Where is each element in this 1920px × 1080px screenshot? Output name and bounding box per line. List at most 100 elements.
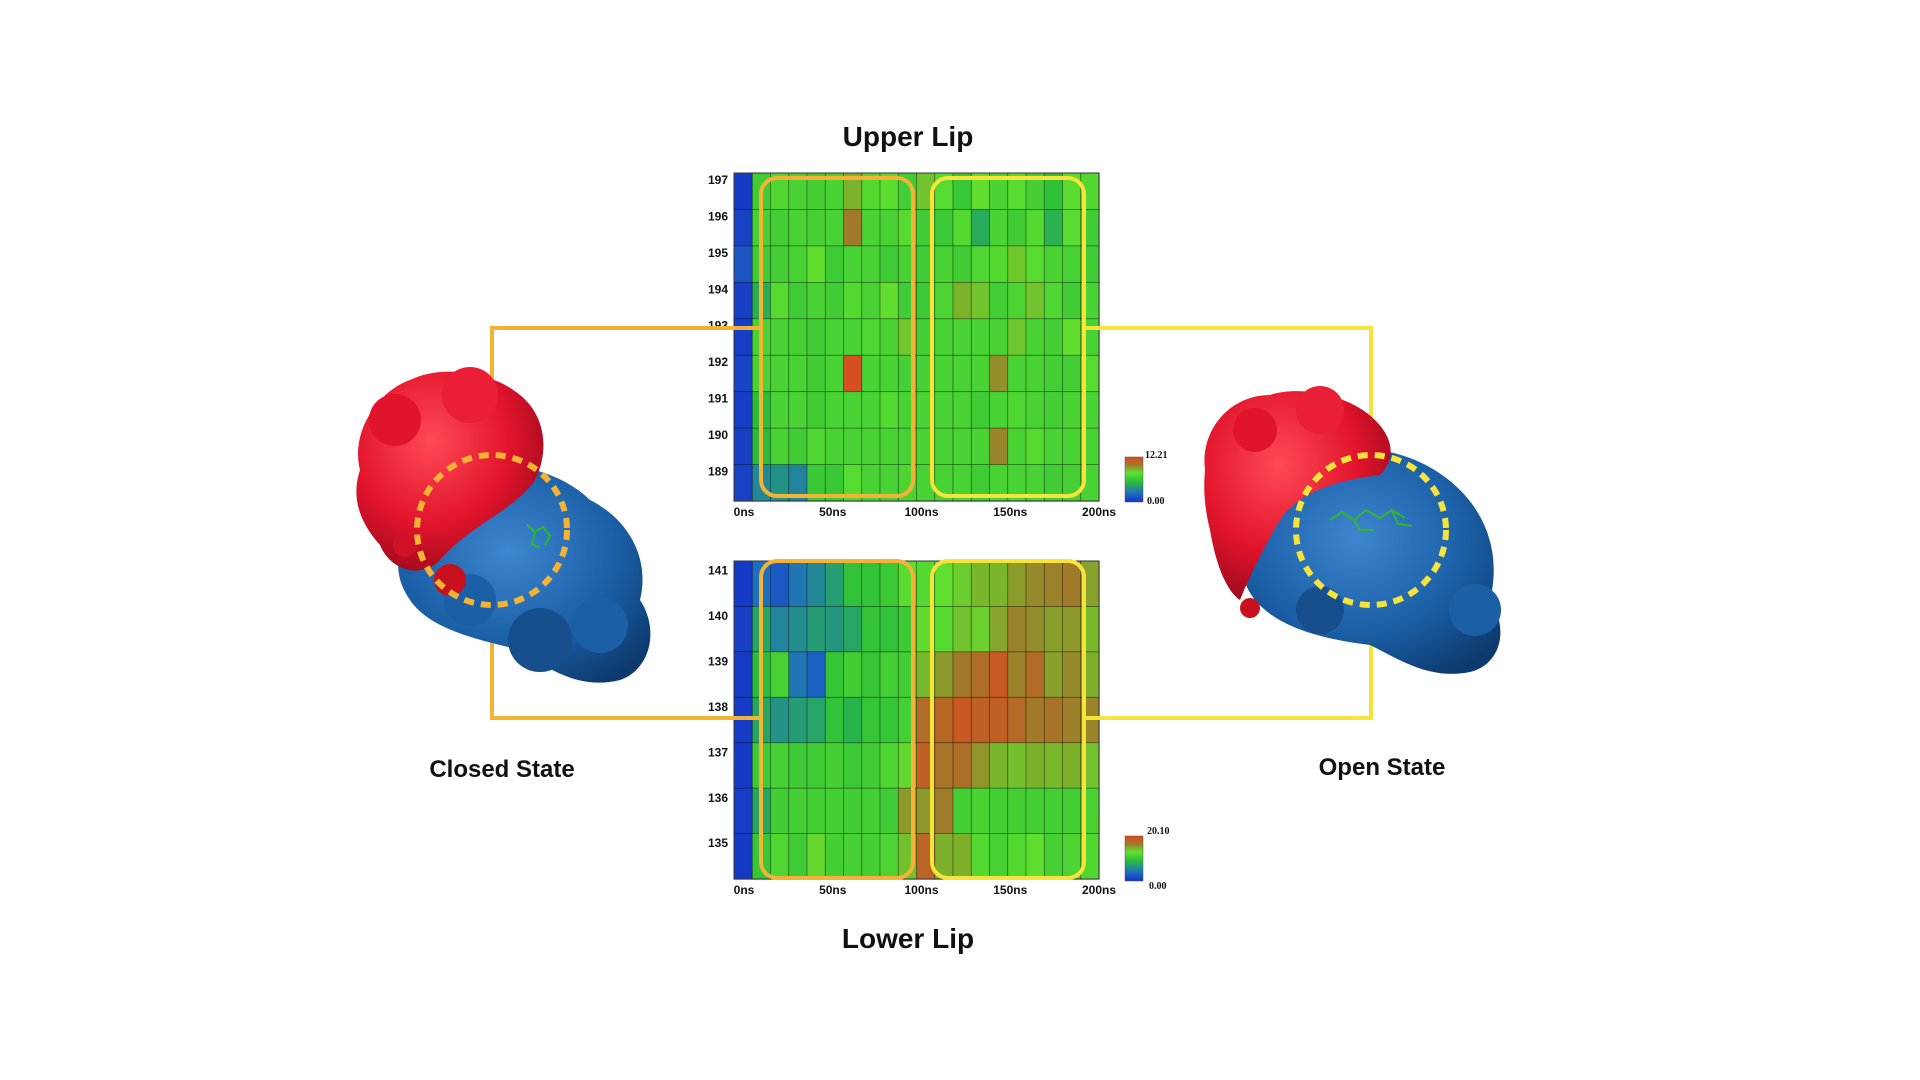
upper-cell bbox=[989, 281, 1009, 320]
upper-cell bbox=[843, 281, 863, 320]
lower-cell bbox=[1043, 651, 1064, 698]
lower-cell bbox=[843, 606, 863, 653]
lower-heatmap: 141 140 139 138 137 136 135 0ns 50ns 100ns 150ns 2… bbox=[708, 560, 1116, 897]
upper-cell bbox=[1062, 354, 1082, 393]
lower-cell bbox=[952, 742, 972, 789]
upper-cell bbox=[806, 281, 826, 320]
lower-cell bbox=[824, 787, 845, 835]
upper-frame bbox=[733, 172, 1100, 502]
closed-ligand bbox=[526, 524, 552, 549]
lower-cell bbox=[879, 560, 899, 608]
upper-cell bbox=[861, 281, 881, 320]
upper-cell bbox=[934, 281, 954, 320]
lower-cell bbox=[1007, 651, 1027, 698]
upper-cell bbox=[824, 245, 845, 284]
lower-cell bbox=[879, 742, 899, 789]
lower-cell bbox=[1007, 742, 1027, 789]
upper-cell bbox=[1025, 354, 1045, 393]
upper-x-tick-label: 100ns bbox=[904, 505, 938, 519]
lower-cell bbox=[824, 696, 845, 744]
upper-cell bbox=[1043, 354, 1064, 393]
upper-cell bbox=[970, 245, 991, 284]
lower-y-tick-label: 141 bbox=[708, 564, 728, 578]
lower-cell bbox=[1025, 560, 1045, 608]
upper-cell bbox=[1025, 209, 1045, 247]
upper-cell bbox=[770, 391, 790, 429]
lower-scale-max: 20.10 bbox=[1147, 826, 1170, 837]
lower-cell bbox=[952, 833, 972, 880]
upper-scale-max: 12.21 bbox=[1145, 450, 1168, 461]
lower-cell bbox=[733, 696, 753, 744]
upper-open-box bbox=[930, 176, 1086, 498]
upper-cell bbox=[824, 391, 845, 429]
upper-cell bbox=[970, 354, 991, 393]
lower-cell bbox=[1007, 560, 1027, 608]
upper-x-tick-label: 0ns bbox=[734, 505, 755, 519]
lower-y-tick-label: 139 bbox=[708, 654, 728, 668]
upper-x-tick-label: 150ns bbox=[993, 505, 1027, 519]
upper-cell bbox=[989, 354, 1009, 393]
upper-cell bbox=[733, 464, 753, 502]
lower-cell bbox=[788, 560, 808, 608]
upper-y-tick-label: 191 bbox=[708, 392, 728, 406]
lower-cell bbox=[1025, 606, 1045, 653]
upper-cell bbox=[733, 391, 753, 429]
closed-state-protein-image bbox=[356, 367, 651, 683]
lower-cell bbox=[824, 560, 845, 608]
lower-cell bbox=[861, 833, 881, 880]
lower-cell bbox=[989, 742, 1009, 789]
upper-cell bbox=[824, 427, 845, 466]
upper-cell bbox=[1007, 427, 1027, 466]
upper-cell bbox=[970, 427, 991, 466]
lower-y-ticks: 141 140 139 138 137 136 135 bbox=[708, 564, 728, 851]
open-state-label: Open State bbox=[1319, 754, 1446, 781]
upper-y-tick-label: 197 bbox=[708, 173, 728, 187]
upper-cell bbox=[788, 281, 808, 320]
open-state-protein-image bbox=[1204, 386, 1501, 674]
upper-cell bbox=[934, 209, 954, 247]
upper-cell bbox=[1062, 391, 1082, 429]
upper-cell bbox=[989, 245, 1009, 284]
upper-cell bbox=[806, 354, 826, 393]
lower-cell bbox=[1007, 606, 1027, 653]
lower-cell bbox=[788, 696, 808, 744]
upper-cell bbox=[1025, 391, 1045, 429]
upper-y-tick-label: 193 bbox=[708, 319, 728, 333]
lower-x-tick-label: 100ns bbox=[904, 883, 938, 897]
lower-cell bbox=[952, 560, 972, 608]
upper-cell bbox=[733, 427, 753, 466]
lower-cell bbox=[1007, 696, 1027, 744]
lower-cell bbox=[824, 833, 845, 880]
lower-cell bbox=[952, 606, 972, 653]
lower-cell bbox=[934, 606, 954, 653]
lower-cell bbox=[879, 606, 899, 653]
upper-cell bbox=[733, 209, 753, 247]
upper-cell bbox=[1007, 318, 1027, 356]
upper-cell bbox=[1025, 281, 1045, 320]
upper-y-tick-label: 189 bbox=[708, 464, 728, 478]
lower-cell bbox=[934, 560, 954, 608]
lower-cell bbox=[879, 651, 899, 698]
lower-cell bbox=[770, 787, 790, 835]
lower-cell bbox=[806, 606, 826, 653]
lower-cell bbox=[989, 696, 1009, 744]
upper-heatmap-cells bbox=[733, 172, 1100, 502]
lower-cell bbox=[970, 742, 991, 789]
upper-cell bbox=[879, 427, 899, 466]
lower-cell bbox=[770, 742, 790, 789]
lower-cell bbox=[1043, 560, 1064, 608]
upper-cell bbox=[934, 354, 954, 393]
lower-cell bbox=[806, 651, 826, 698]
lower-heatmap-cells bbox=[733, 560, 1100, 880]
lower-cell bbox=[861, 696, 881, 744]
upper-cell bbox=[843, 391, 863, 429]
lower-cell bbox=[989, 606, 1009, 653]
upper-scale-min: 0.00 bbox=[1147, 496, 1165, 507]
upper-cell bbox=[843, 427, 863, 466]
upper-cell bbox=[1043, 281, 1064, 320]
upper-cell bbox=[934, 391, 954, 429]
upper-cell bbox=[952, 318, 972, 356]
lower-cell bbox=[934, 696, 954, 744]
upper-cell bbox=[824, 281, 845, 320]
